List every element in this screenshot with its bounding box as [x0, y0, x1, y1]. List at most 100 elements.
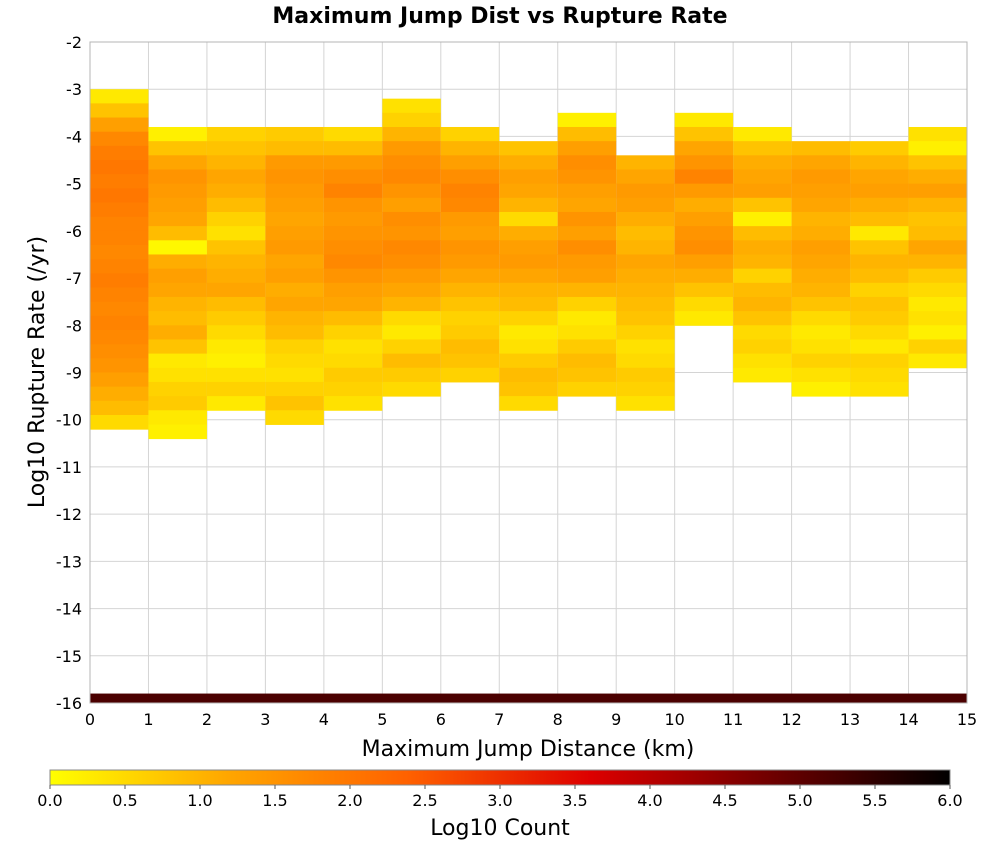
heatmap-cell [265, 226, 324, 241]
heatmap-cell [148, 155, 207, 170]
heatmap-cell [908, 339, 967, 355]
heatmap-cell [674, 226, 734, 241]
heatmap-cell [90, 89, 149, 104]
heatmap-cell [499, 254, 558, 270]
heatmap-cell [499, 211, 558, 227]
x-axis-label: Maximum Jump Distance (km) [362, 737, 695, 762]
colorbar-tick-label: 2.5 [412, 791, 437, 810]
heatmap-cell [557, 169, 617, 185]
heatmap-cell [791, 367, 851, 383]
colorbar-tick-label: 3.5 [562, 791, 587, 810]
heatmap-cell [323, 254, 383, 270]
plot-frame [89, 41, 968, 704]
colorbar-tick-label: 6.0 [937, 791, 962, 810]
heatmap-cell [440, 339, 500, 355]
heatmap-cell [206, 282, 266, 298]
x-tick-label: 12 [781, 710, 801, 729]
x-tick-label: 10 [664, 710, 684, 729]
heatmap-cell [148, 282, 207, 298]
heatmap-cell [733, 126, 792, 142]
heatmap-cell [791, 141, 851, 156]
heatmap-cell [148, 268, 207, 284]
heatmap-cell [323, 353, 383, 369]
heatmap-cell [90, 400, 149, 416]
heatmap-cell [733, 141, 792, 156]
heatmap-cell [499, 169, 558, 185]
heatmap-cells [90, 89, 967, 703]
colorbar [49, 769, 951, 786]
heatmap-cell [791, 169, 851, 185]
y-tick-label: -16 [56, 694, 82, 713]
y-tick-label: -12 [56, 505, 82, 524]
x-tick-label: 2 [202, 710, 212, 729]
heatmap-cell [557, 339, 617, 355]
heatmap-cell [90, 386, 149, 402]
heatmap-cell [148, 367, 207, 383]
heatmap-cell [850, 325, 909, 340]
heatmap-cell [908, 282, 967, 298]
heatmap-cell [90, 372, 149, 388]
heatmap-cell [499, 367, 558, 383]
y-tick-label: -10 [56, 411, 82, 430]
colorbar-tick-label: 5.0 [787, 791, 812, 810]
y-tick-label: -4 [66, 127, 82, 146]
heatmap-cell [440, 296, 500, 312]
heatmap-cell [148, 126, 207, 142]
heatmap-cell [616, 254, 675, 270]
heatmap-cell [323, 339, 383, 355]
heatmap-cell [382, 268, 441, 284]
x-tick-label: 8 [553, 710, 563, 729]
heatmap-cell [557, 325, 617, 340]
heatmap-cell [206, 240, 266, 255]
heatmap-cell [265, 254, 324, 270]
heatmap-cell [323, 240, 383, 255]
heatmap-cell [382, 325, 441, 340]
heatmap-cell [90, 145, 149, 161]
heatmap-cell [791, 353, 851, 369]
heatmap-cell [557, 183, 617, 199]
heatmap-cell [499, 141, 558, 156]
heatmap-cell [499, 296, 558, 312]
heatmap-cell [733, 240, 792, 255]
heatmap-cell [557, 112, 617, 128]
heatmap-cell [323, 155, 383, 170]
heatmap-cell [499, 268, 558, 284]
heatmap-cell [674, 211, 734, 227]
heatmap-cell [616, 367, 675, 383]
heatmap-cell [382, 141, 441, 156]
heatmap-cell [382, 183, 441, 199]
heatmap-cell [674, 141, 734, 156]
heatmap-cell [908, 240, 967, 255]
heatmap-cell [791, 211, 851, 227]
x-tick-label: 1 [143, 710, 153, 729]
heatmap-cell [791, 282, 851, 298]
heatmap-cell [674, 254, 734, 270]
heatmap-cell [791, 339, 851, 355]
heatmap-cell [557, 311, 617, 326]
heatmap-cell [323, 226, 383, 241]
heatmap-cell [148, 254, 207, 270]
heatmap-cell [265, 311, 324, 326]
chart-title: Maximum Jump Dist vs Rupture Rate [272, 4, 727, 29]
heatmap-cell [557, 353, 617, 369]
heatmap-cell [791, 254, 851, 270]
x-tick-label: 14 [898, 710, 918, 729]
heatmap-cell [382, 169, 441, 185]
heatmap-cell [850, 226, 909, 241]
heatmap-cell [674, 126, 734, 142]
heatmap-cell [206, 169, 266, 185]
heatmap-cell [440, 183, 500, 199]
heatmap-cell [206, 325, 266, 340]
heatmap-cell [440, 211, 500, 227]
heatmap-cell [733, 339, 792, 355]
heatmap-cell [733, 226, 792, 241]
heatmap-cell [440, 282, 500, 298]
heatmap-cell [616, 197, 675, 213]
heatmap-cell [616, 268, 675, 284]
heatmap-cell [265, 268, 324, 284]
heatmap-cell [382, 98, 441, 114]
heatmap-cell [323, 325, 383, 340]
heatmap-cell [90, 230, 149, 246]
heatmap-cell [382, 240, 441, 255]
